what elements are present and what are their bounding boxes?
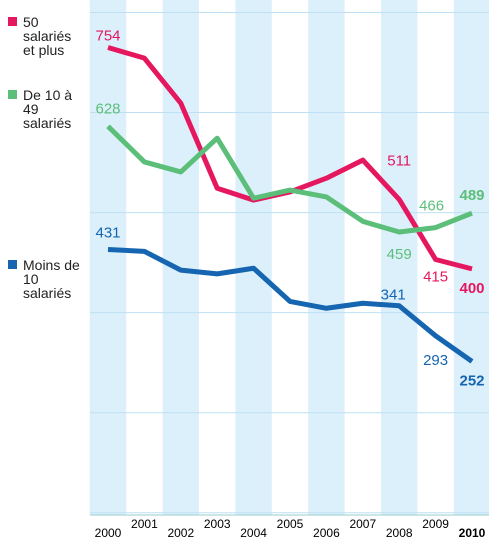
x-tick-label: 2000 <box>95 526 122 540</box>
legend-swatch <box>8 17 17 26</box>
stripe <box>453 0 489 515</box>
stripe <box>308 0 345 515</box>
series-line <box>107 246 474 364</box>
data-label: 459 <box>387 246 412 263</box>
x-tick-label: 2002 <box>167 526 194 540</box>
legend-label: De 10 à 49 salariés <box>23 87 73 131</box>
legend-label: 50 salariés et plus <box>23 14 72 58</box>
data-label: 252 <box>459 372 484 389</box>
stripe <box>235 0 272 515</box>
data-label: 431 <box>95 224 120 241</box>
data-label: 341 <box>381 287 406 304</box>
stripe <box>89 0 127 515</box>
data-label: 628 <box>95 100 120 117</box>
data-label: 511 <box>387 152 411 169</box>
x-tick-label: 2006 <box>313 526 340 540</box>
x-tick-label: 2008 <box>386 526 413 540</box>
data-label: 415 <box>423 268 448 285</box>
legend-label: Moins de 10 salariés <box>23 257 80 301</box>
legend-swatch <box>8 90 17 99</box>
series-line <box>106 124 473 235</box>
x-tick-label: 2004 <box>240 526 267 540</box>
legend-swatch <box>8 260 17 269</box>
legend-item: Moins de 10 salariés <box>8 258 81 300</box>
x-tick-label: 2003 <box>204 517 231 531</box>
x-tick-label: 2007 <box>349 517 376 531</box>
stripe <box>381 0 418 515</box>
x-tick-label: 2010 <box>459 526 486 540</box>
x-tick-label: 2009 <box>422 517 449 531</box>
data-label: 293 <box>423 352 448 369</box>
legend-item: De 10 à 49 salariés <box>8 88 81 130</box>
legend-item: 50 salariés et plus <box>8 15 81 57</box>
data-label: 489 <box>459 187 484 204</box>
data-label: 754 <box>95 27 120 44</box>
x-tick-label: 2001 <box>131 517 158 531</box>
stripe <box>162 0 199 515</box>
x-tick-label: 2005 <box>277 517 304 531</box>
data-label: 400 <box>459 280 484 297</box>
data-label: 466 <box>419 198 444 215</box>
